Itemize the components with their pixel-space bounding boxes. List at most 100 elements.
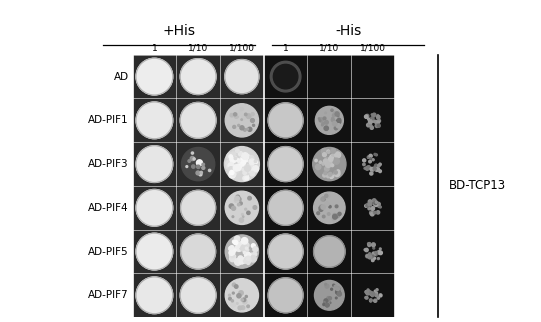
Circle shape: [225, 279, 259, 312]
Circle shape: [331, 175, 334, 178]
Bar: [220, 99, 264, 142]
Circle shape: [226, 165, 231, 169]
Circle shape: [333, 158, 339, 164]
Circle shape: [378, 165, 380, 167]
Circle shape: [324, 126, 328, 130]
Circle shape: [370, 158, 371, 159]
Circle shape: [376, 203, 380, 206]
Circle shape: [242, 258, 247, 263]
Circle shape: [327, 213, 330, 215]
Circle shape: [229, 250, 234, 255]
Circle shape: [241, 238, 248, 244]
Circle shape: [334, 285, 337, 288]
Circle shape: [243, 242, 249, 248]
Circle shape: [202, 163, 204, 166]
Circle shape: [234, 114, 239, 118]
Circle shape: [375, 254, 377, 256]
Circle shape: [248, 156, 254, 161]
Circle shape: [136, 58, 173, 95]
Circle shape: [268, 103, 303, 138]
Circle shape: [241, 306, 245, 310]
Circle shape: [240, 162, 244, 166]
Circle shape: [369, 160, 371, 163]
Circle shape: [373, 120, 375, 122]
Bar: [133, 142, 176, 186]
Circle shape: [377, 115, 379, 118]
Circle shape: [372, 259, 374, 261]
Circle shape: [379, 248, 381, 250]
Circle shape: [337, 170, 340, 173]
Circle shape: [378, 258, 379, 259]
Circle shape: [234, 157, 236, 160]
Circle shape: [255, 161, 258, 163]
Circle shape: [374, 203, 378, 206]
Circle shape: [249, 254, 252, 257]
Circle shape: [186, 166, 188, 167]
Circle shape: [370, 291, 372, 294]
Circle shape: [251, 113, 254, 116]
Circle shape: [315, 159, 317, 162]
Circle shape: [324, 172, 327, 175]
Circle shape: [368, 200, 372, 204]
Circle shape: [233, 156, 237, 161]
Circle shape: [231, 152, 236, 156]
Circle shape: [243, 170, 248, 175]
Circle shape: [241, 245, 248, 251]
Circle shape: [234, 249, 236, 251]
Circle shape: [368, 253, 371, 255]
Circle shape: [243, 251, 246, 254]
Circle shape: [365, 297, 367, 299]
Circle shape: [365, 204, 367, 207]
Circle shape: [249, 164, 253, 168]
Text: AD-PIF7: AD-PIF7: [88, 290, 129, 300]
Circle shape: [229, 155, 233, 158]
Circle shape: [246, 247, 248, 249]
Text: BD-TCP13: BD-TCP13: [449, 179, 506, 193]
Circle shape: [200, 171, 202, 174]
Bar: [176, 142, 220, 186]
Circle shape: [325, 284, 329, 288]
Circle shape: [239, 218, 243, 222]
Circle shape: [246, 166, 250, 170]
Circle shape: [334, 171, 337, 174]
Circle shape: [369, 125, 371, 126]
Circle shape: [190, 156, 194, 161]
Circle shape: [248, 254, 250, 256]
Circle shape: [367, 290, 370, 294]
Circle shape: [136, 146, 173, 183]
Circle shape: [231, 254, 235, 258]
Circle shape: [245, 252, 250, 258]
Bar: [220, 142, 264, 186]
Circle shape: [241, 299, 243, 301]
Circle shape: [375, 154, 378, 156]
Circle shape: [374, 120, 378, 123]
Circle shape: [239, 112, 242, 116]
Circle shape: [322, 163, 325, 165]
Text: AD-PIF1: AD-PIF1: [88, 115, 129, 125]
Circle shape: [228, 294, 230, 296]
Circle shape: [196, 165, 200, 168]
Circle shape: [332, 154, 334, 157]
Circle shape: [366, 205, 368, 207]
Circle shape: [375, 168, 379, 171]
Text: AD: AD: [114, 71, 129, 81]
Circle shape: [322, 122, 324, 125]
Circle shape: [329, 302, 331, 303]
Circle shape: [321, 205, 325, 209]
Circle shape: [323, 303, 325, 306]
Bar: [351, 55, 395, 99]
Circle shape: [180, 59, 216, 95]
Circle shape: [371, 207, 374, 210]
Circle shape: [325, 158, 328, 161]
Circle shape: [253, 124, 255, 126]
Circle shape: [238, 161, 241, 164]
Circle shape: [325, 283, 326, 285]
Circle shape: [372, 293, 375, 295]
Circle shape: [247, 165, 253, 172]
Bar: [133, 230, 176, 273]
Circle shape: [368, 202, 372, 206]
Circle shape: [230, 156, 236, 163]
Circle shape: [372, 159, 374, 161]
Circle shape: [229, 204, 234, 208]
Circle shape: [228, 163, 234, 169]
